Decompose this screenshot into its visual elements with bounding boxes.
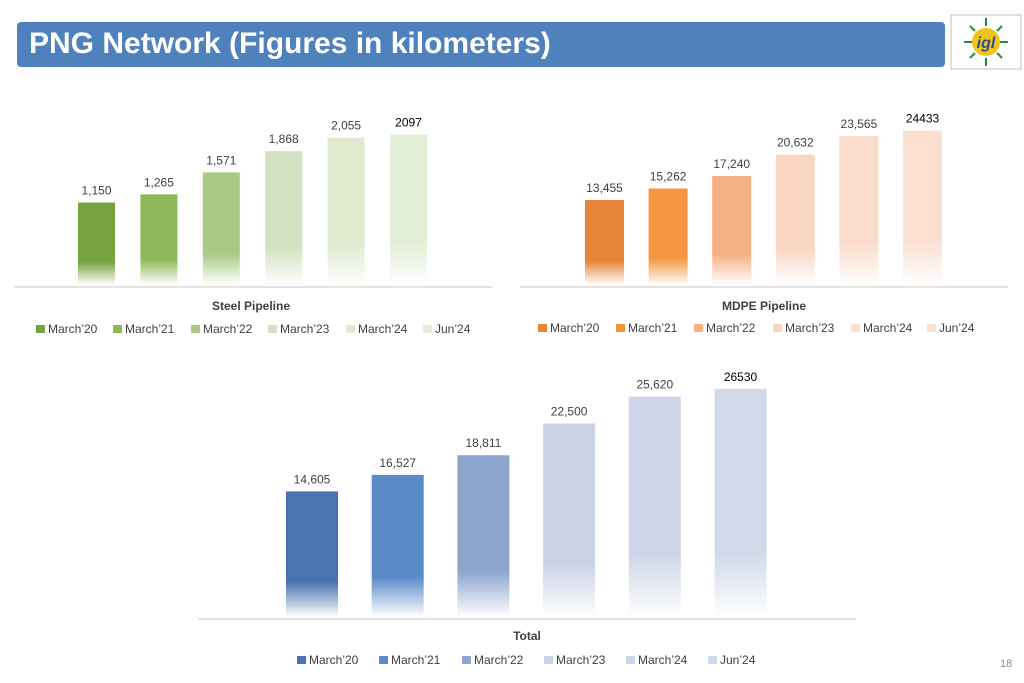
data-label-1: 13,455 bbox=[586, 181, 623, 195]
data-label-5: 2,055 bbox=[331, 119, 361, 133]
data-label-3: 18,811 bbox=[465, 436, 501, 450]
page-number: 18 bbox=[1000, 658, 1013, 670]
chart-title: Steel Pipeline bbox=[212, 299, 290, 313]
data-label-6: 2097 bbox=[395, 116, 422, 130]
legend-swatch-2 bbox=[113, 325, 122, 333]
bar-2 bbox=[140, 194, 178, 285]
bar-4 bbox=[265, 151, 303, 285]
data-label-4: 1,868 bbox=[269, 132, 299, 146]
legend-swatch-3 bbox=[694, 324, 703, 332]
data-label-2: 15,262 bbox=[650, 170, 687, 184]
legend-swatch-5 bbox=[626, 656, 635, 664]
bar-3 bbox=[457, 455, 510, 617]
legend-swatch-2 bbox=[616, 324, 625, 332]
data-label-5: 23,565 bbox=[841, 117, 878, 131]
legend-label-4: March’23 bbox=[556, 653, 606, 667]
legend-swatch-5 bbox=[851, 324, 860, 332]
bar-5 bbox=[839, 136, 879, 285]
bar-2 bbox=[371, 474, 424, 617]
legend-swatch-1 bbox=[538, 324, 547, 332]
legend-label-2: March’21 bbox=[125, 322, 175, 336]
legend-swatch-6 bbox=[423, 325, 432, 333]
data-label-3: 1,571 bbox=[206, 153, 236, 167]
data-label-3: 17,240 bbox=[713, 157, 750, 171]
legend-label-3: March’22 bbox=[706, 321, 756, 335]
legend-label-3: March’22 bbox=[474, 653, 524, 667]
legend-swatch-6 bbox=[708, 656, 717, 664]
legend-label-1: March’20 bbox=[48, 322, 98, 336]
mdpe-pipeline-chart: 13,455 15,262 17,240 20,632 23,565 24433 MDPE … bbox=[520, 112, 1008, 335]
legend-swatch-6 bbox=[927, 324, 936, 332]
bar-1 bbox=[585, 199, 624, 285]
data-label-1: 14,605 bbox=[294, 472, 331, 486]
legend-swatch-4 bbox=[773, 324, 782, 332]
legend-label-4: March’23 bbox=[785, 321, 835, 335]
legend-label-1: March’20 bbox=[309, 653, 359, 667]
legend-swatch-3 bbox=[462, 656, 471, 664]
bar-4 bbox=[775, 154, 815, 285]
legend-label-5: March’24 bbox=[638, 653, 688, 667]
logo-text: igl bbox=[977, 35, 996, 52]
bar-4 bbox=[543, 423, 596, 617]
legend-label-1: March’20 bbox=[550, 321, 600, 335]
bar-2 bbox=[648, 188, 688, 285]
bar-1 bbox=[78, 202, 115, 285]
legend-swatch-1 bbox=[36, 325, 45, 333]
igl-logo-icon: igl bbox=[950, 14, 1022, 70]
data-label-4: 22,500 bbox=[551, 405, 588, 419]
bar-1 bbox=[286, 491, 338, 617]
legend-swatch-4 bbox=[268, 325, 277, 333]
data-label-2: 16,527 bbox=[379, 456, 416, 470]
bar-6 bbox=[903, 130, 942, 285]
legend-label-2: March’21 bbox=[391, 653, 441, 667]
legend-label-4: March’23 bbox=[280, 322, 330, 336]
total-chart: 14,605 16,527 18,811 22,500 25,620 26530 Total… bbox=[198, 372, 856, 667]
legend-label-5: March’24 bbox=[358, 322, 408, 336]
page-title: PNG Network (Figures in kilometers) bbox=[29, 27, 551, 60]
data-label-2: 1,265 bbox=[144, 175, 174, 189]
bar-3 bbox=[712, 176, 752, 285]
data-label-6: 24433 bbox=[906, 112, 940, 126]
data-label-5: 25,620 bbox=[636, 378, 673, 392]
legend-label-6: Jun’24 bbox=[435, 322, 471, 336]
igl-logo: igl bbox=[950, 14, 1022, 70]
bar-6 bbox=[714, 388, 767, 617]
legend-swatch-1 bbox=[297, 656, 306, 664]
bar-5 bbox=[628, 396, 681, 617]
data-label-6: 26530 bbox=[724, 372, 758, 384]
bar-3 bbox=[202, 172, 240, 285]
bar-5 bbox=[327, 137, 365, 285]
title-bar: PNG Network (Figures in kilometers) bbox=[17, 22, 945, 67]
legend-swatch-5 bbox=[346, 325, 355, 333]
data-label-1: 1,150 bbox=[81, 184, 111, 198]
legend-swatch-3 bbox=[191, 325, 200, 333]
legend-label-6: Jun’24 bbox=[720, 653, 756, 667]
legend-swatch-4 bbox=[544, 656, 553, 664]
legend-label-5: March’24 bbox=[863, 321, 913, 335]
chart-title: Total bbox=[513, 629, 541, 643]
legend-label-6: Jun’24 bbox=[939, 321, 975, 335]
chart-title: MDPE Pipeline bbox=[722, 299, 806, 313]
bar-6 bbox=[390, 134, 427, 285]
data-label-4: 20,632 bbox=[777, 136, 814, 150]
legend-swatch-2 bbox=[379, 656, 388, 664]
legend-label-2: March’21 bbox=[628, 321, 678, 335]
steel-pipeline-chart: 1,150 1,265 1,571 1,868 2,055 2097 Steel Pipel… bbox=[14, 116, 492, 336]
legend-label-3: March’22 bbox=[203, 322, 253, 336]
